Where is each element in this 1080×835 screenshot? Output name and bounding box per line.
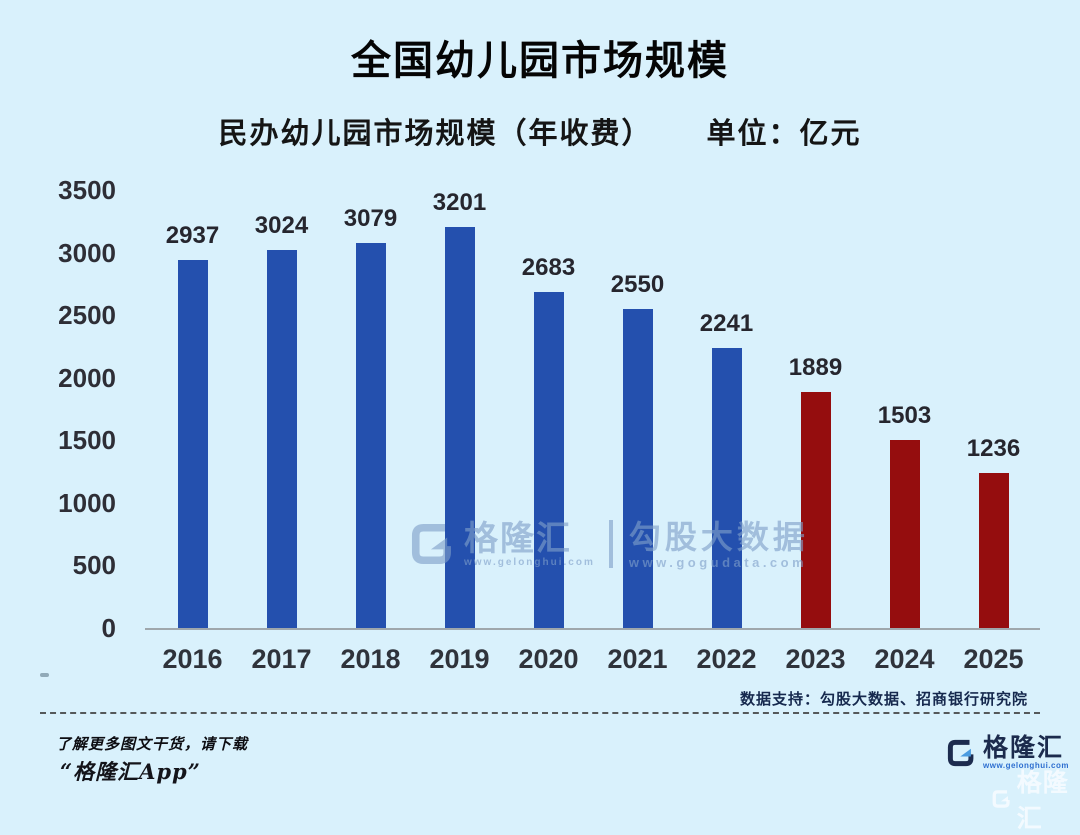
- bar-2023: [800, 391, 831, 628]
- bar-value-label: 3024: [254, 211, 309, 239]
- bar-2020: [533, 292, 564, 628]
- x-axis-label-2020: 2020: [518, 644, 579, 674]
- corner-watermark: 格隆汇: [990, 769, 1080, 833]
- x-axis-label-2021: 2021: [607, 644, 668, 674]
- bar-2024: [889, 439, 920, 628]
- y-tick-label: 3000: [58, 237, 116, 268]
- stray-mark: [40, 673, 49, 677]
- x-axis-label-2023: 2023: [785, 644, 846, 674]
- x-axis-label-2016: 2016: [162, 644, 223, 674]
- bar-value-label: 2241: [699, 309, 754, 337]
- plot-area: 2937 2016 3024 2017 3079 2018 3201 2019 2683 2020…: [148, 189, 1040, 674]
- bar-value-label: 1503: [877, 401, 932, 429]
- x-axis-label-2017: 2017: [251, 644, 312, 674]
- gelonghui-g-icon: [992, 790, 1010, 808]
- bar-2025: [978, 473, 1009, 628]
- footer-promo-line2: “格隆汇App”: [60, 759, 201, 784]
- y-tick-label: 500: [72, 550, 116, 581]
- y-tick-label: 2000: [58, 362, 116, 393]
- corner-watermark-text: 格隆汇: [1016, 769, 1069, 833]
- bar-value-label: 1889: [788, 353, 843, 381]
- bar-value-label: 1236: [966, 435, 1021, 463]
- gelonghui-logo-url: www.gelonghui.com: [983, 761, 1069, 770]
- dashed-separator: [40, 712, 1040, 714]
- page-title: 全国幼儿园市场规模: [351, 39, 729, 83]
- x-axis-line: [145, 628, 1040, 630]
- bar-value-label: 3079: [343, 204, 398, 232]
- bar-value-label: 3201: [432, 189, 487, 217]
- y-tick-label: 3500: [58, 175, 116, 205]
- y-tick-label: 1000: [58, 487, 116, 518]
- x-axis-label-2025: 2025: [963, 644, 1024, 674]
- x-axis-label-2019: 2019: [429, 644, 490, 674]
- footer-promo-line1: 了解更多图文干货，请下载: [56, 736, 249, 753]
- bar-value-label: 2683: [521, 254, 576, 282]
- y-tick-label: 0: [101, 613, 116, 643]
- y-axis: 3500 3000 2500 2000 1500 1000 500 0: [0, 175, 116, 643]
- bar-2018: [355, 242, 386, 628]
- chart-subtitle: 民办幼儿园市场规模（年收费） 单位：亿元: [0, 110, 1080, 152]
- gelonghui-logo: 格隆汇 www.gelonghui.com: [944, 735, 1069, 770]
- x-axis-label-2018: 2018: [340, 644, 401, 674]
- bar-value-label: 2550: [610, 270, 665, 298]
- bar-2016: [177, 260, 208, 628]
- chart-unit-label: 单位：亿元: [706, 116, 862, 150]
- y-tick-label: 1500: [58, 425, 116, 456]
- bar-2022: [711, 347, 742, 628]
- x-axis-label-2024: 2024: [874, 644, 935, 674]
- x-axis-label-2022: 2022: [696, 644, 757, 674]
- bar-2021: [622, 308, 653, 628]
- gelonghui-g-icon: [947, 739, 974, 766]
- y-tick-label: 2500: [58, 300, 116, 331]
- gelonghui-logo-text: 格隆汇: [983, 734, 1065, 762]
- data-support-note: 数据支持：勾股大数据、招商银行研究院: [739, 691, 1028, 708]
- bar-2017: [266, 249, 297, 628]
- chart-subtitle-text: 民办幼儿园市场规模（年收费）: [218, 116, 653, 150]
- bar-value-label: 2937: [165, 222, 220, 250]
- bar-2019: [444, 227, 475, 628]
